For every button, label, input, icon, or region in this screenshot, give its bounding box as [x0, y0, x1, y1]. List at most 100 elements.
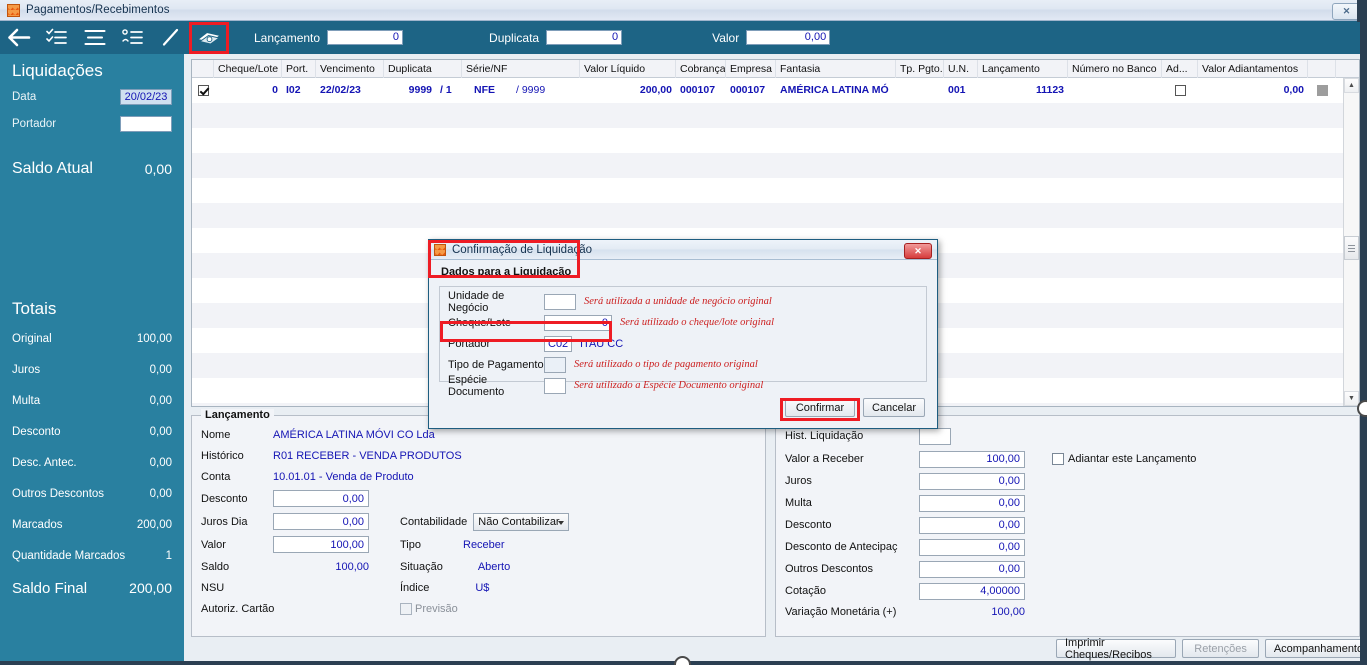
chevron-down-icon	[558, 520, 565, 525]
value-indice: U$	[475, 581, 490, 594]
input-hist-liquidacao[interactable]	[919, 427, 951, 445]
sidebar-total-value: 0,00	[149, 394, 172, 407]
list-lines-icon[interactable]	[76, 23, 114, 53]
grid-col-swatch[interactable]	[1308, 59, 1336, 78]
scroll-down-icon[interactable]: ▼	[1344, 391, 1359, 406]
grid-col-empresa[interactable]: Empresa	[726, 59, 776, 78]
page-vertical-scroll-nub[interactable]	[1357, 400, 1367, 417]
grid-empty-row[interactable]	[192, 178, 1359, 203]
grid-empty-row[interactable]	[192, 128, 1359, 153]
sidebar-row-saldo-final: Saldo Final 200,00	[0, 571, 184, 605]
money-cash-icon[interactable]	[189, 21, 229, 54]
adiantamento-checkbox[interactable]	[1174, 84, 1186, 96]
row-select-checkbox-cell[interactable]	[192, 78, 214, 103]
scroll-up-icon[interactable]: ▲	[1344, 78, 1359, 93]
pencil-edit-icon[interactable]	[152, 23, 190, 53]
window-titlebar: Pagamentos/Recebimentos ✕	[0, 0, 1367, 21]
value-nome: AMÉRICA LATINA MÓVI CO Lda	[273, 428, 435, 441]
lancamento-panel: Lançamento Nome AMÉRICA LATINA MÓVI CO L…	[191, 409, 766, 637]
toolbar-input-valor[interactable]	[746, 30, 831, 45]
dialog-button-bar: Confirmar Cancelar	[785, 398, 925, 417]
label-cotacao: Cotação	[785, 585, 826, 597]
dialog-close-button[interactable]: ✕	[904, 243, 932, 259]
sidebar-input-data[interactable]	[120, 89, 172, 105]
grid-col-vencimento[interactable]: Vencimento	[316, 59, 384, 78]
input-desconto[interactable]	[273, 490, 369, 507]
previsao-checkbox-group[interactable]: Previsão	[400, 602, 458, 615]
scrollbar-thumb[interactable]	[1344, 236, 1359, 260]
sidebar-input-portador[interactable]	[120, 116, 172, 132]
grid-col-tp-pgto[interactable]: Tp. Pgto.	[896, 59, 944, 78]
grid-col-fantasia[interactable]: Fantasia	[776, 59, 896, 78]
checklist-icon[interactable]	[38, 23, 76, 53]
label-conta: Conta	[201, 470, 231, 483]
grid-col-ad[interactable]: Ad...	[1162, 59, 1198, 78]
lancamento-row-nome: Nome AMÉRICA LATINA MÓVI CO Lda	[192, 424, 765, 445]
grid-col-port[interactable]: Port.	[282, 59, 316, 78]
input-tipo-pagamento[interactable]	[544, 356, 566, 373]
input-portador[interactable]	[544, 335, 572, 352]
previsao-checkbox[interactable]	[400, 602, 412, 615]
cancelar-button[interactable]: Cancelar	[863, 398, 925, 417]
input-multa[interactable]	[919, 494, 1025, 512]
imprimir-cheques-recibos-button[interactable]: Imprimir Cheques/Recibos	[1056, 637, 1177, 661]
label-nsu: NSU	[201, 581, 225, 594]
input-juros[interactable]	[919, 472, 1025, 490]
sidebar-total-value: 0,00	[149, 425, 172, 438]
toolbar-input-lancamento[interactable]	[327, 30, 404, 45]
task-list-icon[interactable]	[114, 23, 152, 53]
adiantar-lancamento-checkbox[interactable]	[1052, 453, 1064, 465]
cell-duplicata: 9999	[408, 84, 432, 96]
input-cheque-lote[interactable]	[544, 314, 612, 331]
grid-col-valor-liquido[interactable]: Valor Líquido	[580, 59, 676, 78]
grid-empty-row[interactable]	[192, 103, 1359, 128]
cell-adiantamento[interactable]	[1162, 78, 1198, 103]
lancamento-legend: Lançamento	[201, 409, 274, 421]
input-desconto-antecipacao[interactable]	[919, 538, 1025, 556]
cell-cobranca: 000107	[680, 84, 716, 96]
sidebar-label-saldo-final: Saldo Final	[12, 579, 88, 597]
input-valor[interactable]	[273, 536, 369, 553]
acompanhamento-button[interactable]: Acompanhamento	[1264, 639, 1367, 658]
window-title: Pagamentos/Recebimentos	[26, 4, 170, 16]
toolbar-input-duplicata[interactable]	[546, 30, 623, 45]
row-checkbox[interactable]	[197, 84, 209, 96]
grid-vertical-scrollbar[interactable]: ▲ ▼	[1343, 78, 1359, 406]
input-unidade-negocio[interactable]	[544, 293, 576, 310]
input-cotacao[interactable]	[919, 582, 1025, 600]
grid-col-serie-nf[interactable]: Série/NF	[462, 59, 580, 78]
grid-col-duplicata[interactable]: Duplicata	[384, 59, 462, 78]
grid-col-lancamento[interactable]: Lançamento	[978, 59, 1068, 78]
input-especie-documento[interactable]	[544, 377, 566, 394]
cell-numero-banco	[1068, 78, 1162, 103]
input-desconto-liq[interactable]	[919, 516, 1025, 534]
select-contabilidade[interactable]: Não Contabilizar	[473, 512, 570, 531]
sidebar-total-value: 0,00	[149, 456, 172, 469]
label-situacao: Situação	[400, 560, 443, 573]
grid-empty-row[interactable]	[192, 203, 1359, 228]
input-outros-descontos[interactable]	[919, 560, 1025, 578]
grid-empty-row[interactable]	[192, 153, 1359, 178]
sidebar-total-label: Outros Descontos	[12, 487, 105, 500]
grid-col-valor-adiantamentos[interactable]: Valor Adiantamentos	[1198, 59, 1308, 78]
page-horizontal-scroll-nub[interactable]	[674, 656, 691, 665]
grid-header-row: Cheque/Lote Port. Vencimento Duplicata S…	[192, 59, 1359, 78]
back-arrow-icon[interactable]	[0, 23, 38, 53]
dialog-group-title: Dados para a Liquidação	[441, 266, 572, 278]
grid-col-cobranca[interactable]: Cobrança	[676, 59, 726, 78]
liquidacao-row-outros-descontos: Outros Descontos	[776, 558, 1359, 580]
lancamento-row-saldo: Saldo 100,00 Situação Aberto	[192, 556, 765, 577]
input-valor-a-receber[interactable]	[919, 450, 1025, 468]
liquidacao-row-juros: Juros	[776, 470, 1359, 492]
grid-col-numero-banco[interactable]: Número no Banco	[1068, 59, 1162, 78]
table-row[interactable]: 0 I02 22/02/23 9999 / 1 NFE / 9999 200,0…	[192, 78, 1359, 103]
grid-col-select[interactable]	[192, 59, 214, 78]
dialog-row-portador: Portador ITAU CC	[440, 333, 926, 354]
grid-col-un[interactable]: U.N.	[944, 59, 978, 78]
adiantar-checkbox-group[interactable]: Adiantar este Lançamento	[1052, 453, 1196, 465]
input-juros-dia[interactable]	[273, 513, 369, 530]
label-juros: Juros	[785, 475, 812, 487]
label-previsao: Previsão	[415, 602, 458, 615]
grid-col-cheque-lote[interactable]: Cheque/Lote	[214, 59, 282, 78]
confirmar-button[interactable]: Confirmar	[785, 398, 855, 417]
